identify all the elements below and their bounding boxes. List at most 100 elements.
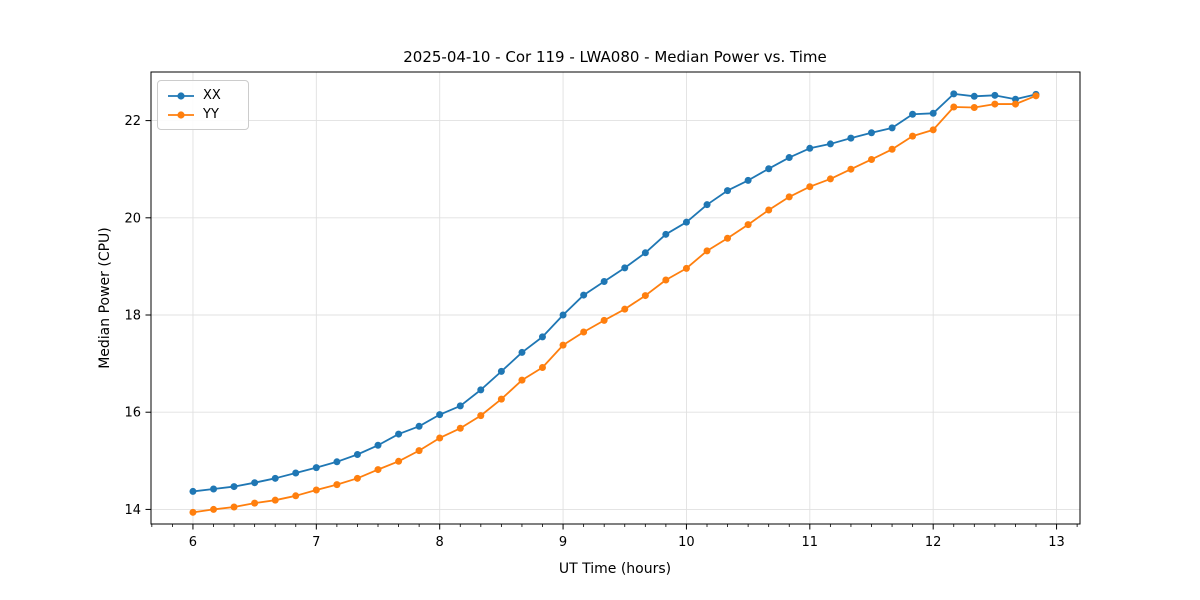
x-axis-label: UT Time (hours)	[559, 561, 671, 577]
yy-data-point	[333, 481, 341, 489]
xx-data-point	[210, 485, 218, 493]
xx-data-point	[1011, 95, 1019, 103]
xx-data-point	[230, 483, 238, 491]
xx-data-point	[189, 487, 197, 495]
yy-data-point	[600, 316, 608, 324]
legend-item-yy: YY	[167, 105, 240, 124]
xx-data-point	[333, 458, 341, 466]
x-tick-label: 10	[678, 535, 695, 550]
yy-data-point	[292, 492, 300, 500]
xx-data-point	[888, 124, 896, 132]
xx-data-point	[456, 402, 464, 410]
xx-data-point	[847, 134, 855, 142]
xx-data-point	[744, 176, 752, 184]
xx-series-line	[192, 92, 1037, 493]
yy-data-point	[991, 100, 999, 108]
yy-data-point	[970, 103, 978, 111]
yy-data-point	[456, 424, 464, 432]
y-tick-label: 18	[124, 309, 141, 324]
xx-data-point	[929, 109, 937, 117]
yy-data-point	[436, 434, 444, 442]
yy-data-point	[621, 305, 629, 313]
yy-data-point	[1011, 100, 1019, 108]
xx-data-point	[724, 187, 732, 195]
x-tick-label: 6	[189, 535, 197, 550]
xx-data-point	[641, 249, 649, 257]
yy-data-point	[888, 145, 896, 153]
y-tick-label: 14	[124, 503, 141, 518]
yy-data-point	[477, 412, 485, 420]
xx-data-point	[374, 441, 382, 449]
xx-data-point	[580, 291, 588, 299]
yy-data-point	[765, 206, 773, 214]
xx-data-point	[785, 154, 793, 162]
tick-layer: 6 7 8 9 10 11 12 13 14 16 18 20 22	[124, 114, 1078, 550]
yy-data-point	[682, 264, 690, 272]
yy-data-point	[1032, 92, 1040, 100]
yy-data-point	[271, 496, 279, 504]
yy-data-point	[189, 508, 197, 516]
xx-data-point	[867, 129, 875, 137]
y-axis-label: Median Power (CPU)	[97, 227, 113, 369]
yy-data-point	[847, 165, 855, 173]
xx-data-point	[538, 333, 546, 341]
yy-data-point	[806, 183, 814, 191]
xx-data-point	[436, 411, 444, 419]
x-tick-label: 13	[1048, 535, 1065, 550]
yy-data-point	[312, 486, 320, 494]
axes-frame	[150, 71, 1081, 525]
xx-data-point	[806, 144, 814, 152]
yy-data-point	[210, 505, 218, 513]
yy-data-point	[662, 276, 670, 284]
yy-data-point	[909, 132, 917, 140]
yy-data-point	[353, 474, 361, 482]
yy-data-point	[230, 503, 238, 511]
yy-data-point	[724, 234, 732, 242]
xx-data-point	[662, 230, 670, 238]
xx-data-point	[395, 430, 403, 438]
xx-data-point	[292, 469, 300, 477]
yy-data-point	[950, 103, 958, 111]
xx-data-point	[518, 348, 526, 356]
legend: XX YY	[157, 80, 249, 130]
legend-marker-1-icon	[177, 110, 185, 119]
xx-data-point	[415, 422, 423, 430]
xx-data-point	[826, 140, 834, 148]
yy-data-point	[929, 126, 937, 134]
yy-data-point	[538, 364, 546, 372]
series-layer	[189, 90, 1040, 516]
xx-data-point	[271, 474, 279, 482]
yy-data-point	[703, 247, 711, 255]
chart-title: 2025-04-10 - Cor 119 - LWA080 - Median P…	[403, 48, 827, 66]
yy-data-point	[497, 395, 505, 403]
x-tick-label: 9	[559, 535, 567, 550]
xx-data-point	[477, 386, 485, 394]
xx-data-point	[991, 91, 999, 99]
yy-data-point	[580, 328, 588, 336]
x-tick-label: 8	[436, 535, 444, 550]
yy-data-point	[374, 466, 382, 474]
xx-data-point	[600, 277, 608, 285]
xx-data-point	[682, 218, 690, 226]
xx-data-point	[703, 201, 711, 209]
yy-data-point	[559, 341, 567, 349]
y-tick-label: 20	[124, 211, 141, 226]
yy-data-point	[744, 221, 752, 229]
xx-data-point	[353, 450, 361, 458]
xx-data-point	[621, 264, 629, 272]
xx-data-point	[251, 479, 259, 487]
xx-data-point	[970, 92, 978, 100]
yy-data-point	[641, 292, 649, 300]
grid-layer	[151, 72, 1080, 524]
x-tick-label: 12	[925, 535, 942, 550]
xx-data-point	[312, 464, 320, 472]
yy-data-point	[826, 175, 834, 183]
legend-label-xx: XX	[203, 88, 221, 103]
xx-data-point	[497, 367, 505, 375]
x-tick-label: 11	[802, 535, 819, 550]
xx-data-point	[909, 110, 917, 118]
y-tick-label: 16	[124, 406, 141, 421]
yy-data-point	[518, 376, 526, 384]
